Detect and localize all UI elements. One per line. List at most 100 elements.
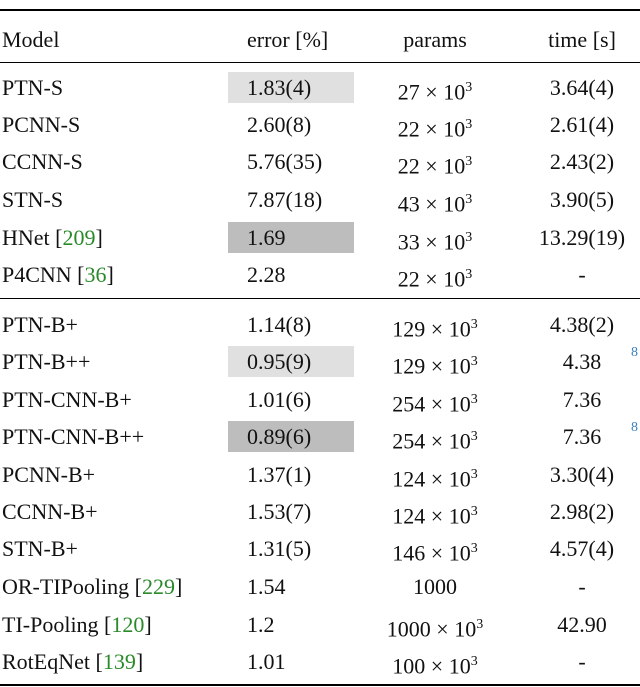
model-name: PCNN-S (2, 112, 81, 137)
params-base: 254 × 10 (392, 428, 471, 454)
model-name: OR-TIPooling [ (2, 574, 142, 599)
params-exp: 3 (470, 541, 478, 556)
model-cell: CCNN-S (2, 149, 83, 175)
params-base: 129 × 10 (392, 353, 471, 379)
model-cell: TI-Pooling [120] (2, 612, 152, 638)
time-cell: 2.98(2) (549, 499, 615, 524)
params-exp: 3 (470, 429, 478, 444)
error-cell: 7.87(18) (247, 187, 323, 212)
params-cell: 33 × 103 (398, 225, 472, 255)
params-base: 124 × 10 (392, 466, 471, 492)
params-cell: 254 × 103 (392, 387, 477, 417)
time-cell: 7.36 (562, 424, 602, 449)
params-exp: 3 (470, 467, 478, 482)
params-cell: 129 × 103 (392, 312, 477, 342)
bracket: ] (174, 574, 183, 599)
highlight (228, 346, 354, 377)
params-exp: 3 (470, 354, 478, 369)
model-name: RotEqNet [ (2, 649, 103, 674)
error-cell: 2.60(8) (247, 112, 312, 137)
model-cell: STN-B+ (2, 536, 78, 562)
params-exp: 3 (470, 392, 478, 407)
params-base: 27 × 10 (397, 79, 466, 105)
params-base: 124 × 10 (392, 503, 471, 529)
model-name: P4CNN [ (2, 262, 85, 287)
citation: 139 (102, 649, 136, 674)
highlight (228, 72, 354, 103)
time-cell: - (578, 262, 586, 287)
bottom-rule (0, 684, 640, 686)
model-cell: P4CNN [36] (2, 262, 114, 288)
error-cell: 5.76(35) (247, 149, 323, 174)
time-cell: 4.38 (562, 349, 602, 374)
model-name: STN-S (2, 187, 64, 212)
citation: 209 (62, 225, 96, 250)
error-cell: 1.69 (247, 225, 286, 250)
footnote-mark: 8 (631, 345, 638, 360)
time-cell: - (578, 649, 586, 674)
params-base: 22 × 10 (397, 116, 466, 142)
model-name: PTN-CNN-B+ (2, 387, 132, 412)
params-exp: 3 (465, 80, 473, 95)
error-cell: 1.54 (247, 574, 286, 599)
bracket: ] (95, 225, 103, 250)
params-base: 22 × 10 (397, 153, 466, 179)
time-cell: - (578, 574, 586, 599)
params-cell: 254 × 103 (392, 424, 477, 454)
params-exp: 3 (470, 504, 478, 519)
params-cell: 43 × 103 (398, 187, 472, 217)
params-exp: 3 (470, 317, 478, 332)
highlight (228, 421, 354, 452)
error-cell: 1.2 (247, 612, 275, 637)
params-exp: 3 (476, 617, 484, 632)
time-cell: 3.90(5) (549, 187, 615, 212)
time-cell: 3.30(4) (549, 462, 615, 487)
model-cell: CCNN-B+ (2, 499, 98, 525)
model-name: STN-B+ (2, 536, 78, 561)
error-cell: 0.95(9) (247, 349, 312, 374)
params-base: 43 × 10 (397, 191, 466, 217)
citation: 36 (84, 262, 107, 287)
params-base: 254 × 10 (392, 391, 471, 417)
header-cell: Model (2, 27, 60, 52)
params-exp: 3 (470, 654, 478, 669)
time-cell: 4.38(2) (549, 312, 615, 337)
model-cell: PTN-CNN-B++ (2, 424, 144, 450)
error-cell: 1.53(7) (247, 499, 312, 524)
model-name: HNet [ (2, 225, 63, 250)
model-cell: PCNN-S (2, 112, 80, 138)
time-cell: 4.57(4) (549, 536, 615, 561)
params-exp: 3 (465, 192, 473, 207)
error-cell: 1.31(5) (247, 536, 312, 561)
citation: 120 (111, 612, 145, 637)
time-cell: 2.61(4) (549, 112, 615, 137)
time-cell: 2.43(2) (549, 149, 615, 174)
header-cell: error [%] (247, 27, 329, 52)
params-cell: 1000 (413, 574, 457, 600)
params-cell: 22 × 103 (398, 112, 472, 142)
params-base: 1000 (413, 574, 457, 599)
params-base: 1000 × 10 (386, 616, 477, 642)
params-cell: 146 × 103 (392, 536, 477, 566)
model-name: PTN-B+ (2, 312, 78, 337)
params-exp: 3 (465, 117, 473, 132)
citation: 229 (141, 574, 175, 599)
time-cell: 13.29(19) (538, 225, 626, 250)
params-cell: 22 × 103 (398, 262, 472, 292)
top-rule (0, 9, 640, 11)
params-cell: 100 × 103 (392, 649, 477, 679)
model-name: TI-Pooling [ (2, 612, 112, 637)
params-cell: 27 × 103 (398, 75, 472, 105)
params-cell: 22 × 103 (398, 149, 472, 179)
bracket: ] (135, 649, 144, 674)
header-rule (0, 62, 640, 63)
error-cell: 1.01 (247, 649, 286, 674)
bracket: ] (144, 612, 152, 637)
time-cell: 3.64(4) (549, 75, 615, 100)
params-base: 146 × 10 (392, 540, 471, 566)
model-cell: PCNN-B+ (2, 462, 95, 488)
error-cell: 1.01(6) (247, 387, 312, 412)
bracket: ] (106, 262, 114, 287)
model-name: PTN-CNN-B++ (2, 424, 145, 449)
